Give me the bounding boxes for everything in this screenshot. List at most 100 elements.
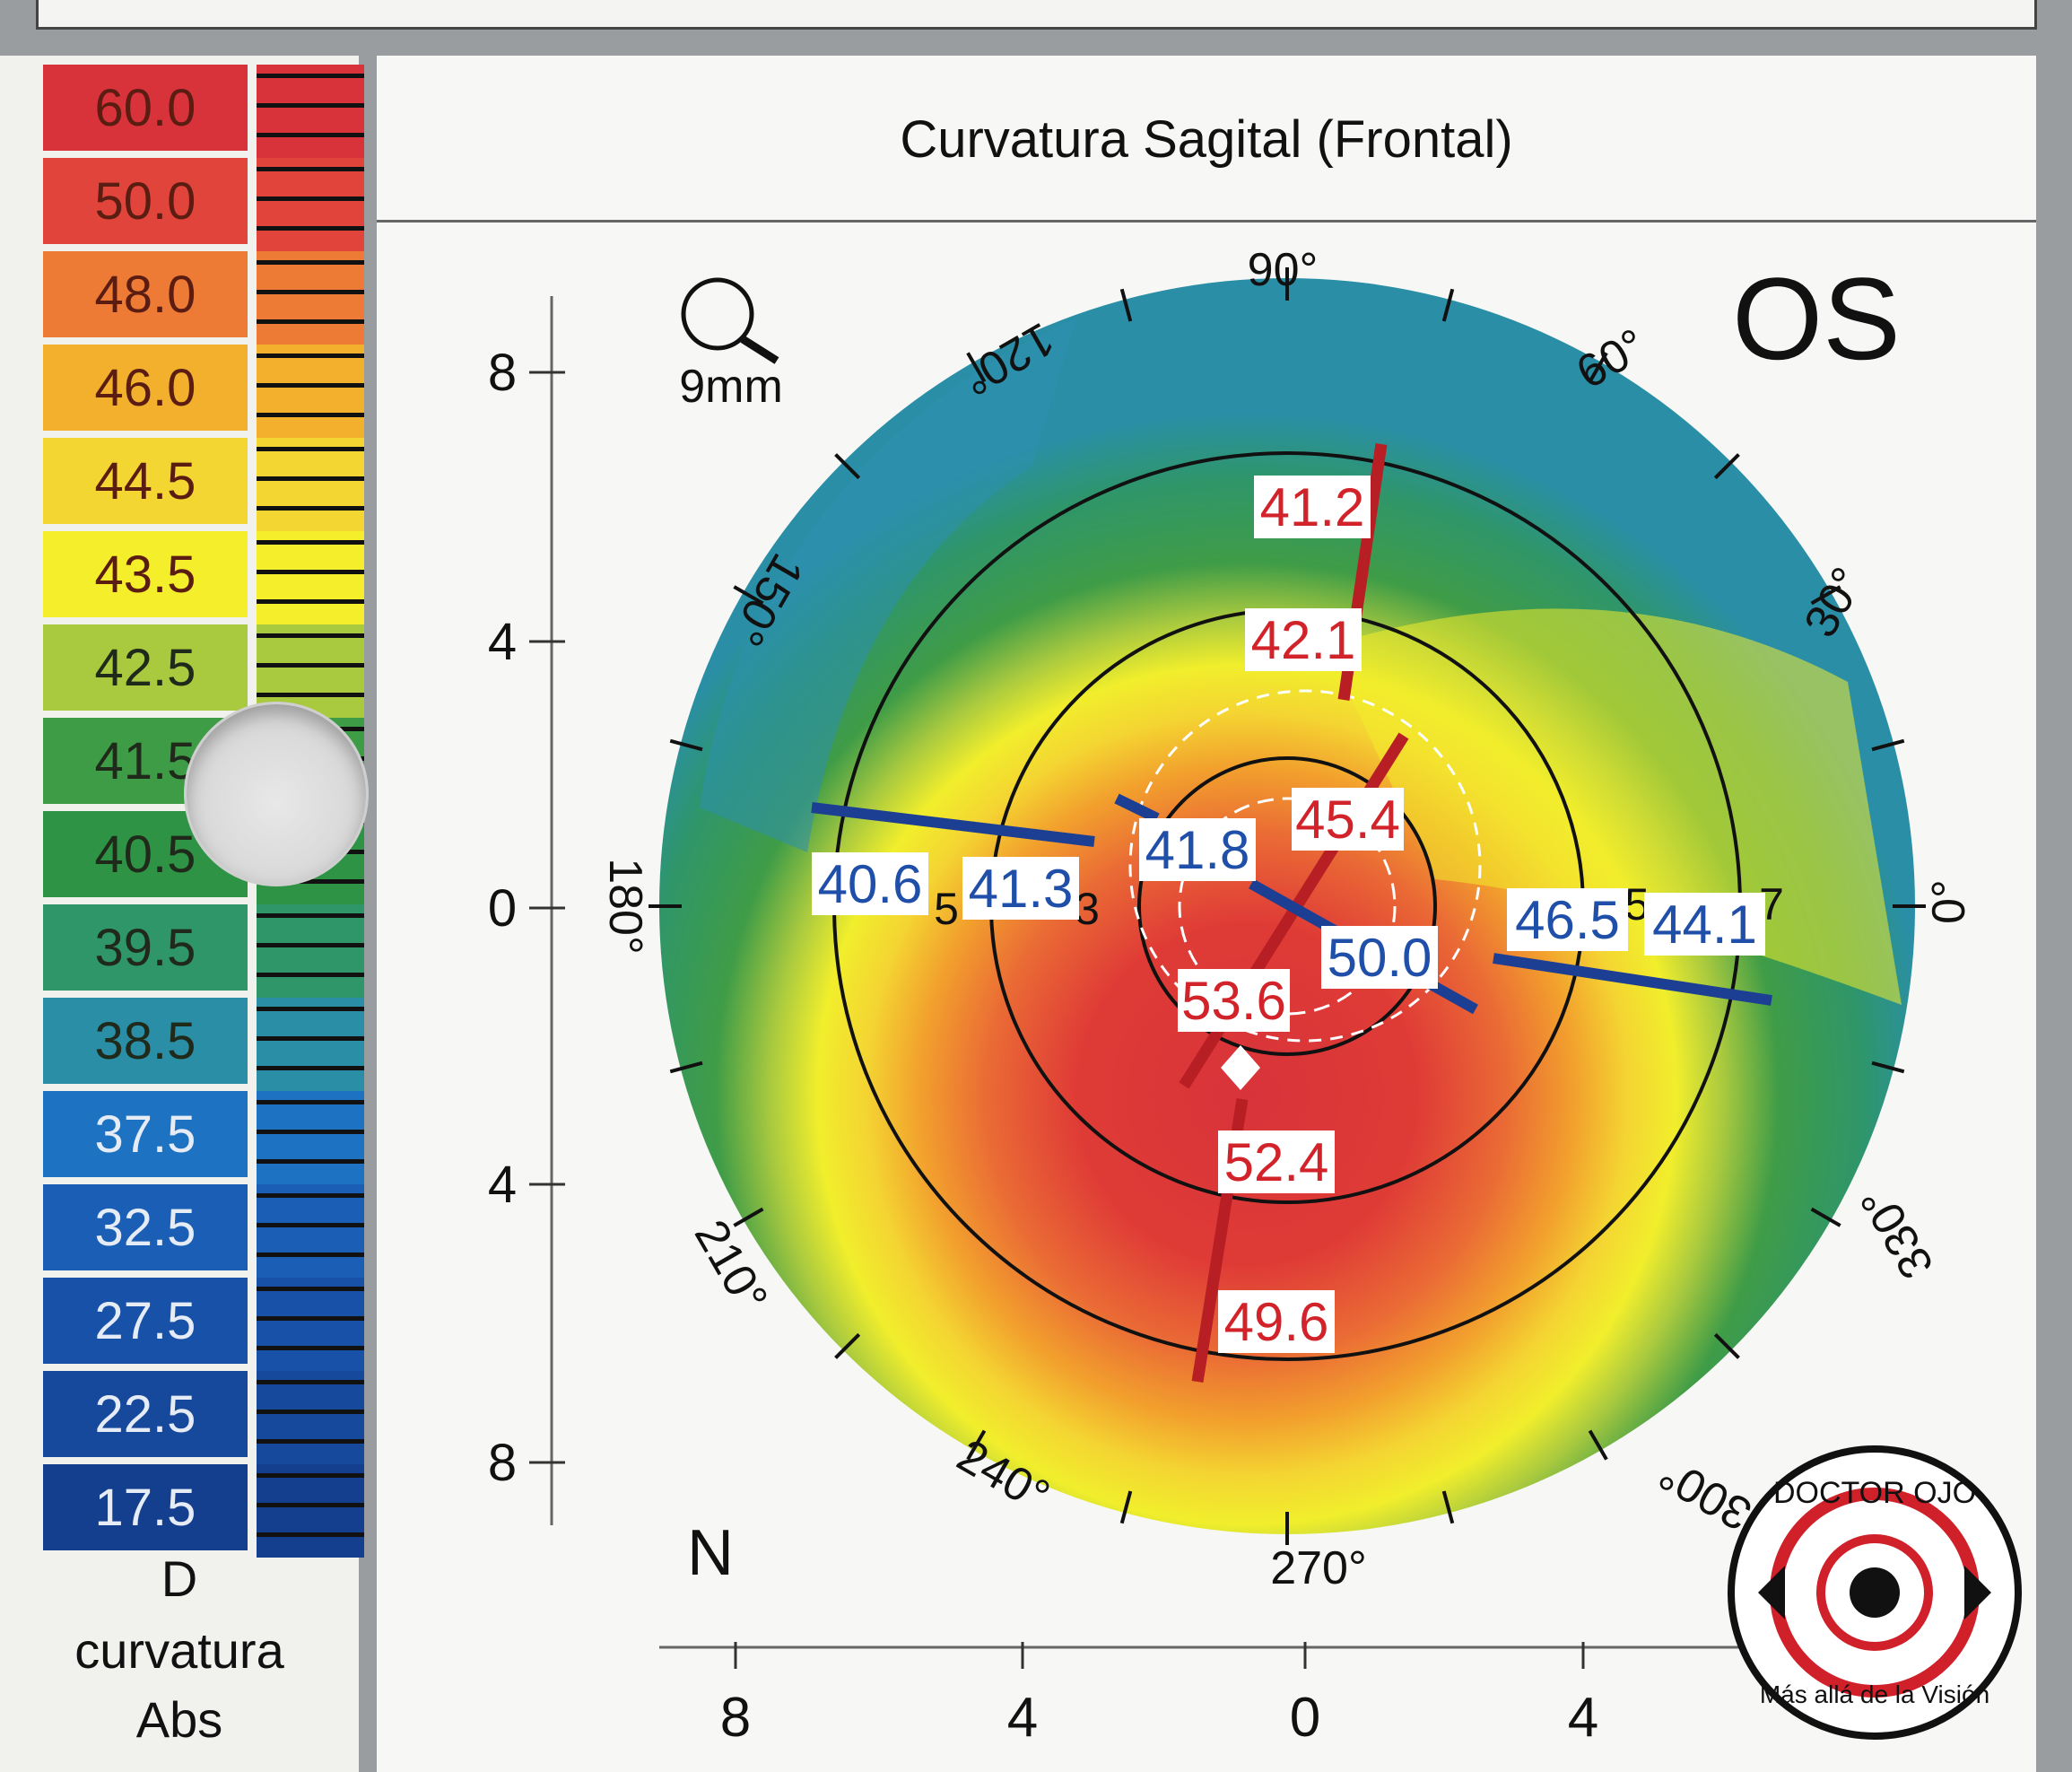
legend-swatch	[257, 65, 364, 158]
legend-tick	[257, 1316, 364, 1321]
legend-swatch	[257, 438, 364, 531]
x-tick-label: 4	[1568, 1687, 1598, 1749]
legend-swatch	[257, 1091, 364, 1184]
steep-value-box	[1254, 476, 1371, 538]
perimeter-tick	[1441, 1490, 1455, 1524]
perimeter-tick	[834, 1332, 861, 1359]
angle-label: 330°	[1850, 1177, 1944, 1287]
legend-tick	[257, 1193, 364, 1198]
legend-tick	[257, 103, 364, 108]
ring-0	[1178, 797, 1397, 1016]
color-scale-legend: 60.0 50.0 48.0 46.0 44.5 43.5 42.5 41.5 40.5 39.5…	[0, 56, 364, 1772]
flat-value-box	[812, 852, 928, 915]
legend-tick	[257, 913, 364, 918]
legend-level-14: 22.5	[43, 1371, 248, 1457]
legend-swatch	[257, 1371, 364, 1464]
legend-level-label: 60.0	[94, 78, 196, 137]
legend-level-6: 42.5	[43, 624, 248, 711]
legend-level-label: 50.0	[94, 171, 196, 231]
legend-tick	[257, 1223, 364, 1227]
flat-meridian-right	[1493, 953, 1772, 1006]
legend-tick	[257, 383, 364, 388]
legend-tick	[257, 226, 364, 231]
steep-value-box	[1218, 1290, 1335, 1353]
legend-level-10: 38.5	[43, 998, 248, 1084]
logo-eye-icon	[1850, 1567, 1900, 1618]
y-tick-label: 8	[488, 1434, 517, 1492]
legend-unit-d: D	[161, 1550, 198, 1607]
steep-value: 42.1	[1251, 610, 1356, 670]
logo-inner-ring	[1816, 1534, 1933, 1651]
magnifier-icon-handle	[740, 336, 779, 364]
legend-level-4: 44.5	[43, 438, 248, 524]
legend-swatch	[257, 251, 364, 345]
perimeter-tick	[1588, 1429, 1608, 1461]
legend-level-label: 17.5	[94, 1478, 196, 1537]
steep-value-box	[1245, 608, 1362, 671]
legend-swatch	[257, 345, 364, 438]
legend-tick	[257, 1287, 364, 1291]
legend-tick	[257, 319, 364, 324]
perimeter-tick	[733, 585, 764, 606]
perimeter-tick	[1810, 1207, 1841, 1227]
legend-tick	[257, 167, 364, 171]
legend-tick	[257, 633, 364, 638]
y-tick-label: 4	[488, 1156, 517, 1214]
legend-level-2: 48.0	[43, 251, 248, 337]
flat-value-box	[1321, 926, 1438, 989]
legend-swatch	[257, 998, 364, 1091]
eye-label: OS	[1732, 253, 1901, 384]
pupil-ring	[1128, 689, 1482, 1043]
legend-tick	[257, 1066, 364, 1070]
flat-value: 41.8	[1145, 820, 1250, 880]
legend-level-label: 48.0	[94, 265, 196, 324]
legend-level-label: 22.5	[94, 1384, 196, 1444]
legend-tick	[257, 1159, 364, 1164]
legend-level-3: 46.0	[43, 345, 248, 431]
legend-tick	[257, 1007, 364, 1011]
legend-level-label: 46.0	[94, 358, 196, 417]
legend-tick	[257, 570, 364, 574]
logo-bottom-text: Más allá de la Visión	[1760, 1680, 1989, 1708]
flat-meridian-left	[811, 802, 1095, 847]
legend-tick	[257, 196, 364, 201]
steep-value: 49.6	[1224, 1292, 1329, 1352]
legend-level-label: 32.5	[94, 1198, 196, 1257]
y-tick-label: 0	[488, 879, 517, 938]
punch-hole	[184, 702, 369, 886]
flat-value: 44.1	[1652, 895, 1757, 955]
perimeter-tick	[1810, 585, 1841, 606]
legend-level-5: 43.5	[43, 531, 248, 617]
x-tick-label: 0	[1290, 1687, 1320, 1749]
nasal-label: N	[687, 1517, 734, 1589]
legend-level-11: 37.5	[43, 1091, 248, 1177]
perimeter-tick	[834, 453, 861, 480]
apex-marker	[1221, 1045, 1260, 1090]
legend-tick	[257, 663, 364, 668]
flat-value-box	[962, 857, 1079, 920]
legend-level-9: 39.5	[43, 904, 248, 991]
steep-value-box	[1178, 969, 1290, 1032]
legend-level-label: 38.5	[94, 1011, 196, 1070]
angle-label: 0°	[1923, 879, 1975, 924]
perimeter-tick	[733, 1207, 764, 1227]
legend-tick	[257, 133, 364, 137]
legend-tick	[257, 290, 364, 294]
legend-tick	[257, 1410, 364, 1414]
zoom-label: 9mm	[679, 361, 783, 413]
angle-label: 180°	[599, 858, 651, 955]
legend-level-label: 39.5	[94, 918, 196, 977]
legend-level-label: 37.5	[94, 1104, 196, 1164]
legend-level-12: 32.5	[43, 1184, 248, 1270]
perimeter-tick	[669, 1061, 703, 1074]
logo-left-arrow	[1758, 1566, 1785, 1619]
legend-level-label: 43.5	[94, 545, 196, 604]
legend-level-0: 60.0	[43, 65, 248, 151]
legend-level-13: 27.5	[43, 1278, 248, 1364]
legend-tick	[257, 879, 364, 884]
legend-swatch	[257, 158, 364, 251]
legend-tick	[257, 1253, 364, 1257]
legend-swatch	[257, 904, 364, 998]
ring-1	[1137, 756, 1437, 1056]
